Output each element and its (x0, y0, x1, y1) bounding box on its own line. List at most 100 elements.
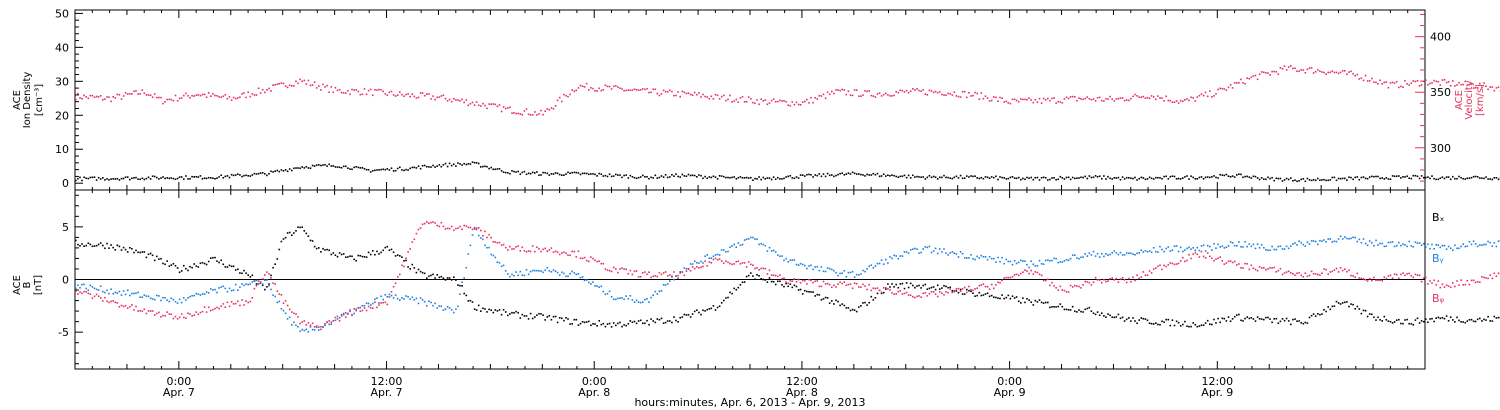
bz-series-point (340, 315, 343, 317)
bx-series-point (473, 308, 476, 310)
density-series-point (899, 175, 902, 178)
density-series-point (1242, 176, 1244, 179)
density-series-point (1391, 175, 1394, 177)
by-series-point (542, 271, 544, 274)
bx-series-point (860, 305, 862, 307)
by-series-point (993, 257, 995, 260)
velocity-series-point (943, 94, 945, 96)
velocity-series-point (1184, 99, 1186, 101)
bz-series-point (324, 323, 326, 325)
bx-series-point (951, 290, 954, 292)
velocity-series-point (380, 89, 382, 91)
bz-series-point (1022, 271, 1024, 273)
velocity-series-point (361, 93, 364, 96)
by-series-point (1287, 247, 1290, 250)
bz-series-point (1096, 279, 1099, 281)
by-series-point (864, 270, 866, 273)
by-series-point (1223, 247, 1226, 249)
density-series-point (1265, 178, 1267, 181)
by-series-point (139, 296, 141, 298)
bz-series-point (1115, 277, 1118, 280)
bz-series-point (1381, 279, 1383, 282)
bz-series-point (1184, 260, 1186, 263)
density-series-point (1422, 176, 1425, 179)
bx-series-point (625, 324, 627, 327)
by-series-point (934, 247, 937, 250)
bx-series-point (1007, 294, 1010, 297)
density-series-point (189, 178, 191, 180)
bx-series-point (1223, 317, 1226, 320)
density-series-point (675, 173, 677, 175)
by-series-point (1263, 247, 1265, 249)
density-series-point (806, 173, 808, 176)
bz-series-point (272, 282, 274, 284)
velocity-series-point (1346, 73, 1348, 76)
density-series-point (1491, 178, 1494, 181)
bx-series-point (1358, 308, 1361, 310)
velocity-series-point (637, 89, 640, 91)
density-series-point (293, 167, 295, 170)
bx-series-point (1300, 322, 1302, 324)
velocity-series-point (1275, 71, 1278, 73)
bz-series-point (326, 321, 328, 323)
velocity-series-point (1242, 82, 1244, 84)
bx-series-point (1044, 301, 1047, 304)
by-series-point (847, 271, 850, 274)
velocity-series-point (538, 113, 540, 115)
bz-series-point (266, 271, 268, 273)
by-series-point (1233, 244, 1236, 247)
by-series-point (750, 236, 752, 239)
by-series-point (826, 267, 829, 269)
density-series-point (1059, 175, 1062, 178)
density-series-point (1306, 177, 1309, 180)
bx-series-point (421, 271, 424, 274)
bx-series-point (1254, 320, 1257, 322)
bx-series-point (1294, 318, 1296, 320)
bx-series-point (656, 318, 659, 320)
by-series-point (874, 265, 877, 267)
bx-series-point (941, 287, 943, 289)
by-series-point (1246, 245, 1248, 248)
bz-series-point (251, 297, 254, 299)
density-series-point (1294, 179, 1296, 181)
bx-series-point (293, 232, 295, 234)
bz-series-point (141, 310, 144, 313)
density-series-point (210, 177, 212, 179)
bz-series-point (756, 267, 758, 269)
bx-series-point (774, 283, 777, 286)
velocity-series-point (1377, 83, 1379, 85)
by-series-point (228, 287, 231, 290)
by-series-point (1416, 242, 1419, 244)
velocity-series-point (673, 94, 675, 97)
velocity-series-point (1325, 73, 1327, 75)
bx-series-point (480, 310, 482, 312)
density-series-point (251, 174, 254, 176)
density-series-point (1038, 179, 1041, 181)
bz-series-point (407, 251, 409, 253)
velocity-series-point (95, 95, 98, 98)
velocity-series-point (750, 98, 752, 100)
bx-series-point (691, 313, 694, 315)
bz-series-point (268, 273, 270, 275)
bx-series-point (75, 239, 77, 242)
by-series-point (1398, 241, 1400, 244)
bz-series-point (1090, 284, 1093, 286)
density-series-point (909, 177, 912, 179)
density-series-point (446, 165, 449, 168)
bz-series-point (621, 267, 623, 269)
by-series-point (970, 254, 972, 256)
by-series-point (766, 250, 769, 252)
density-series-point (847, 172, 850, 174)
by-series-point (521, 274, 524, 276)
bx-series-point (824, 296, 827, 299)
velocity-series-point (1304, 72, 1307, 74)
by-series-point (1061, 261, 1064, 263)
density-series-point (1134, 176, 1136, 179)
bx-series-point (1096, 311, 1099, 313)
density-series-point (887, 174, 889, 176)
by-series-point (104, 291, 106, 294)
density-series-point (318, 164, 320, 166)
velocity-series-point (1485, 85, 1487, 88)
bx-series-point (284, 236, 287, 239)
bz-series-point (465, 225, 468, 227)
